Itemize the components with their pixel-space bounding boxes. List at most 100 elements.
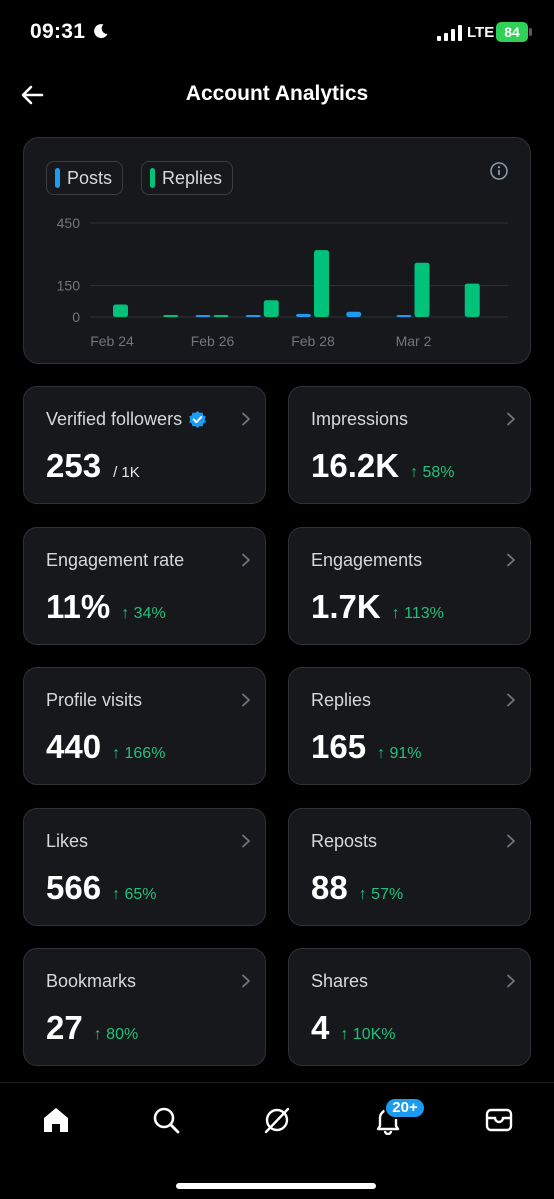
signal-icon	[437, 25, 462, 41]
stat-value: 88	[311, 869, 348, 906]
stat-value-row: 253 / 1K	[46, 447, 140, 485]
y-tick-label: 0	[72, 309, 80, 325]
x-tick-label: Feb 24	[90, 333, 134, 349]
stat-card[interactable]: Engagements 1.7K ↑ 113%	[288, 527, 531, 645]
stat-value: 11%	[46, 588, 111, 625]
search-icon[interactable]	[151, 1105, 181, 1135]
chevron-right-icon	[507, 974, 515, 988]
legend-posts[interactable]: Posts	[46, 161, 124, 195]
stat-change: ↑ 166%	[112, 745, 166, 762]
stat-label: Impressions	[311, 409, 408, 430]
legend-posts-label: Posts	[67, 167, 113, 188]
stat-card[interactable]: Impressions 16.2K ↑ 58%	[288, 386, 531, 504]
stat-value: 566	[46, 869, 102, 906]
verified-badge-icon	[189, 410, 206, 429]
moon-icon	[94, 24, 108, 39]
stat-value-row: 27 ↑ 80%	[46, 1009, 138, 1047]
stat-card[interactable]: Replies 165 ↑ 91%	[288, 667, 531, 785]
stat-label-text: Shares	[311, 971, 369, 991]
stat-change: ↑ 57%	[358, 886, 404, 903]
stat-card[interactable]: Verified followers 253 / 1K	[23, 386, 266, 504]
stat-value-row: 566 ↑ 65%	[46, 869, 157, 907]
network-label: LTE	[467, 24, 495, 41]
stat-label-text: Engagement rate	[46, 550, 185, 570]
chevron-right-icon	[507, 412, 515, 426]
replies-bar	[263, 300, 279, 317]
stat-change: ↑ 113%	[391, 605, 444, 622]
stat-card[interactable]: Likes 566 ↑ 65%	[23, 808, 266, 926]
posts-bar	[195, 315, 211, 317]
stat-value: 253	[46, 447, 102, 484]
stat-card[interactable]: Reposts 88 ↑ 57%	[288, 808, 531, 926]
stat-label: Bookmarks	[46, 971, 136, 992]
chevron-right-icon	[507, 553, 515, 567]
posts-swatch	[55, 168, 60, 188]
stat-value-row: 4 ↑ 10K%	[311, 1009, 396, 1047]
back-arrow-icon[interactable]	[18, 80, 48, 110]
stat-label-text: Bookmarks	[46, 971, 137, 991]
stat-value-row: 88 ↑ 57%	[311, 869, 403, 907]
posts-bar	[245, 315, 261, 317]
stat-card[interactable]: Bookmarks 27 ↑ 80%	[23, 948, 266, 1066]
stat-value-row: 165 ↑ 91%	[311, 728, 422, 766]
stat-label-text: Replies	[311, 690, 372, 710]
y-tick-label: 450	[57, 215, 81, 231]
chevron-right-icon	[507, 693, 515, 707]
analytics-chart: 450 150 0 Feb 24 Feb 26 Feb 28 Mar 2	[57, 215, 508, 349]
stat-label: Reposts	[311, 831, 377, 852]
stat-change: ↑ 80%	[93, 1026, 139, 1043]
stat-label-text: Profile visits	[46, 690, 143, 710]
stat-label: Verified followers	[46, 409, 207, 430]
stat-change: ↑ 58%	[410, 464, 455, 481]
stat-card[interactable]: Profile visits 440 ↑ 166%	[23, 667, 266, 785]
stat-label-text: Reposts	[311, 831, 378, 851]
replies-bar	[163, 315, 179, 317]
battery-icon: 84	[496, 22, 528, 42]
replies-swatch	[150, 168, 155, 188]
chevron-right-icon	[242, 693, 250, 707]
stat-label-text: Likes	[46, 831, 89, 851]
stat-value-row: 16.2K ↑ 58%	[311, 447, 455, 485]
home-icon[interactable]	[41, 1105, 71, 1135]
posts-bar	[296, 313, 311, 317]
chevron-right-icon	[242, 553, 250, 567]
status-bar: 09:31 LTE 84	[0, 0, 554, 66]
stat-label: Shares	[311, 971, 368, 992]
stat-label: Engagement rate	[46, 550, 184, 571]
notification-badge: 20+	[384, 1097, 426, 1119]
stat-card[interactable]: Shares 4 ↑ 10K%	[288, 948, 531, 1066]
posts-bar	[396, 315, 412, 317]
mail-icon[interactable]	[484, 1105, 514, 1135]
stat-label-text: Impressions	[311, 409, 409, 429]
info-icon[interactable]	[489, 161, 509, 181]
chevron-right-icon	[242, 412, 250, 426]
x-tick-label: Feb 28	[291, 333, 335, 349]
bottom-nav: 20+	[0, 1082, 554, 1199]
status-time: 09:31	[30, 20, 86, 43]
stat-value: 27	[46, 1009, 83, 1046]
stat-value-row: 1.7K ↑ 113%	[311, 588, 444, 626]
stat-change: ↑ 34%	[121, 605, 166, 622]
legend-replies[interactable]: Replies	[141, 161, 234, 195]
stat-value: 16.2K	[311, 447, 400, 484]
stat-change: ↑ 91%	[377, 745, 422, 762]
stat-label: Replies	[311, 690, 371, 711]
x-tick-label: Mar 2	[396, 333, 432, 349]
x-tick-label: Feb 26	[191, 333, 235, 349]
replies-bar	[314, 250, 329, 317]
legend-replies-label: Replies	[162, 167, 223, 188]
replies-bar	[414, 262, 430, 317]
y-tick-label: 150	[57, 278, 81, 294]
grok-icon[interactable]	[262, 1105, 292, 1135]
stat-value-row: 440 ↑ 166%	[46, 728, 165, 766]
replies-bar	[464, 283, 480, 317]
stat-label-text: Verified followers	[46, 409, 183, 429]
chart-card: Posts Replies 450 150 0 Feb 24 Feb 26 Feb 28 M…	[23, 137, 531, 364]
stat-label: Profile visits	[46, 690, 142, 711]
stat-value: 4	[311, 1009, 330, 1046]
chevron-right-icon	[242, 834, 250, 848]
chevron-right-icon	[242, 974, 250, 988]
posts-bar	[346, 311, 362, 317]
stat-label-text: Engagements	[311, 550, 423, 570]
stat-card[interactable]: Engagement rate 11% ↑ 34%	[23, 527, 266, 645]
